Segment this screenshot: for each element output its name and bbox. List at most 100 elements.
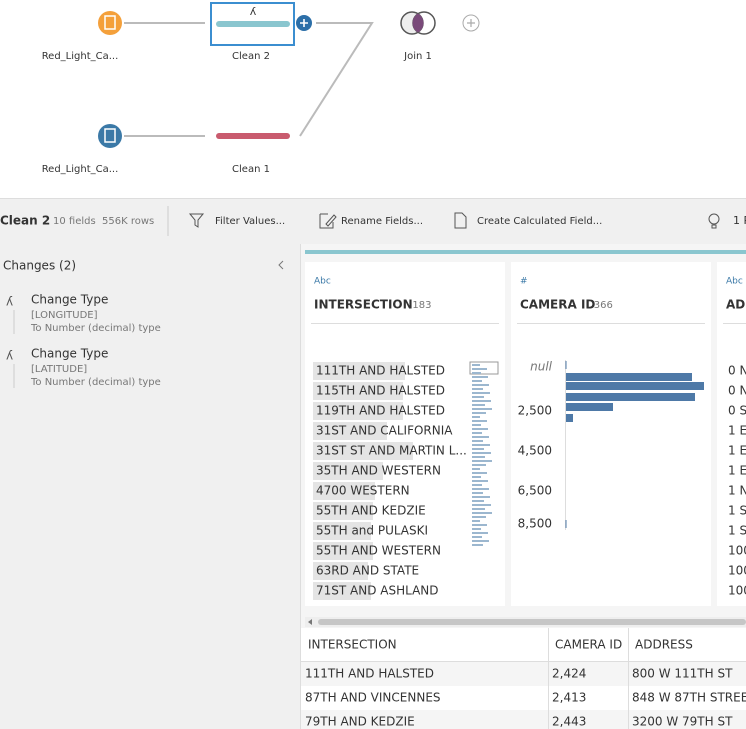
field-value[interactable]: 55TH AND KEDZIE [316, 504, 426, 518]
mini-bar [472, 516, 486, 518]
value-highlight [313, 502, 373, 520]
column-header[interactable]: CAMERA ID [555, 638, 622, 652]
field-value[interactable]: 1 N [728, 484, 746, 498]
field-value[interactable]: 1 E [728, 464, 746, 478]
collapse-icon[interactable] [278, 260, 284, 270]
field-value[interactable]: 0 S [728, 404, 746, 418]
field-value[interactable]: 1 S [728, 524, 746, 538]
mini-bar [472, 428, 488, 430]
add-button[interactable] [462, 14, 480, 32]
change-icon: ʎ [6, 295, 13, 309]
mini-bar [472, 448, 484, 450]
field-count: 366 [594, 300, 613, 311]
histogram-bar[interactable] [566, 414, 573, 422]
grid-cell: 87TH AND VINCENNES [305, 691, 441, 705]
histogram-bar[interactable] [566, 393, 695, 401]
column-header[interactable]: INTERSECTION [308, 638, 397, 652]
node-label: Clean 1 [232, 164, 270, 175]
axis-label: 2,500 [518, 404, 552, 418]
toolbar-button[interactable]: Create Calculated Field... [477, 216, 602, 227]
mini-bar [472, 476, 481, 478]
field-value[interactable]: 119TH AND HALSTED [316, 404, 445, 418]
grid-cell: 111TH AND HALSTED [305, 667, 434, 681]
field-value[interactable]: 55TH AND WESTERN [316, 544, 441, 558]
mini-bar [472, 372, 481, 374]
field-value[interactable]: 100 [728, 564, 746, 578]
mini-bar [472, 520, 480, 522]
value-highlight [313, 462, 383, 480]
field-value[interactable]: 0 N [728, 364, 746, 378]
mini-bar [472, 524, 487, 526]
histogram-bar[interactable] [566, 373, 692, 381]
bulb-icon [711, 224, 717, 229]
data-grid: INTERSECTION CAMERA ID ADDRESS 111TH AND HA… [301, 628, 746, 729]
profile-card[interactable] [717, 262, 746, 606]
file-icon [104, 15, 116, 30]
axis-label: 4,500 [518, 444, 552, 458]
field-value[interactable]: 71ST AND ASHLAND [316, 584, 439, 598]
mini-bar [472, 492, 483, 494]
change-list: ʎ Change Type [LONGITUDE] To Number (decima… [6, 293, 161, 388]
value-highlight [313, 442, 413, 460]
mini-bar [472, 496, 490, 498]
change-action[interactable]: Change Type [31, 347, 108, 361]
step-color-bar [305, 250, 746, 254]
field-value[interactable]: 1 E [728, 444, 746, 458]
field-value[interactable]: 63RD AND STATE [316, 564, 419, 578]
profile-card[interactable] [511, 262, 711, 606]
node-label: Join 1 [403, 51, 432, 62]
field-value[interactable]: 31ST AND CALIFORNIA [316, 424, 453, 438]
input-node[interactable] [98, 11, 122, 35]
plus-icon [467, 19, 475, 27]
scroll-thumb[interactable] [318, 619, 746, 625]
recommendations[interactable]: 1 R [733, 214, 746, 227]
mini-bar [472, 368, 487, 370]
value-highlight [313, 402, 403, 420]
filter-icon [188, 213, 205, 228]
profile-cards: Abc INTERSECTION 183 111TH AND HALSTED 115TH… [305, 262, 746, 606]
value-highlight [313, 362, 405, 380]
field-value[interactable]: 1 S [728, 504, 746, 518]
axis-label: 6,500 [518, 484, 552, 498]
field-value[interactable]: 1 E [728, 424, 746, 438]
column-header[interactable]: ADDRESS [635, 638, 693, 652]
change-detail: To Number (decimal) type [30, 323, 161, 334]
change-action[interactable]: Change Type [31, 293, 108, 307]
field-value[interactable]: 115TH AND HALSTED [316, 384, 445, 398]
mini-bar [472, 412, 486, 414]
grid-row [301, 710, 746, 729]
mini-bar [472, 488, 489, 490]
mini-bar [472, 536, 482, 538]
mini-bar [472, 388, 483, 390]
histogram-bar[interactable] [566, 382, 704, 390]
change-field: [LONGITUDE] [31, 310, 98, 321]
mini-bar [472, 396, 484, 398]
histogram-bar[interactable] [566, 403, 613, 411]
field-value[interactable]: 0 N [728, 384, 746, 398]
clean-bar[interactable] [216, 133, 290, 139]
mini-bar [472, 380, 482, 382]
changes-panel [0, 244, 300, 729]
scroll-arrow[interactable] [308, 619, 312, 625]
input-node[interactable] [98, 124, 122, 148]
field-value[interactable]: 100 [728, 584, 746, 598]
field-value[interactable]: 111TH AND HALSTED [316, 364, 445, 378]
field-count: 183 [412, 300, 431, 311]
field-value[interactable]: 55TH and PULASKI [316, 524, 428, 538]
field-value[interactable]: 4700 WESTERN [316, 484, 410, 498]
field-type: Abc [726, 277, 743, 287]
field-value[interactable]: 31ST ST AND MARTIN L... [316, 444, 467, 458]
toolbar-button[interactable]: Rename Fields... [341, 216, 423, 227]
changes-title: Changes (2) [3, 259, 76, 273]
field-type: # [520, 277, 528, 287]
toolbar-button[interactable]: Filter Values... [215, 216, 285, 227]
grid-cell: 2,443 [552, 715, 586, 729]
field-value[interactable]: 35TH AND WESTERN [316, 464, 441, 478]
mini-scroll [469, 361, 499, 375]
mini-bar [472, 464, 486, 466]
field-value[interactable]: 100 [728, 544, 746, 558]
mini-bar [472, 364, 480, 366]
mini-bar [472, 392, 490, 394]
mini-bar [472, 532, 488, 534]
mini-bar [472, 420, 487, 422]
